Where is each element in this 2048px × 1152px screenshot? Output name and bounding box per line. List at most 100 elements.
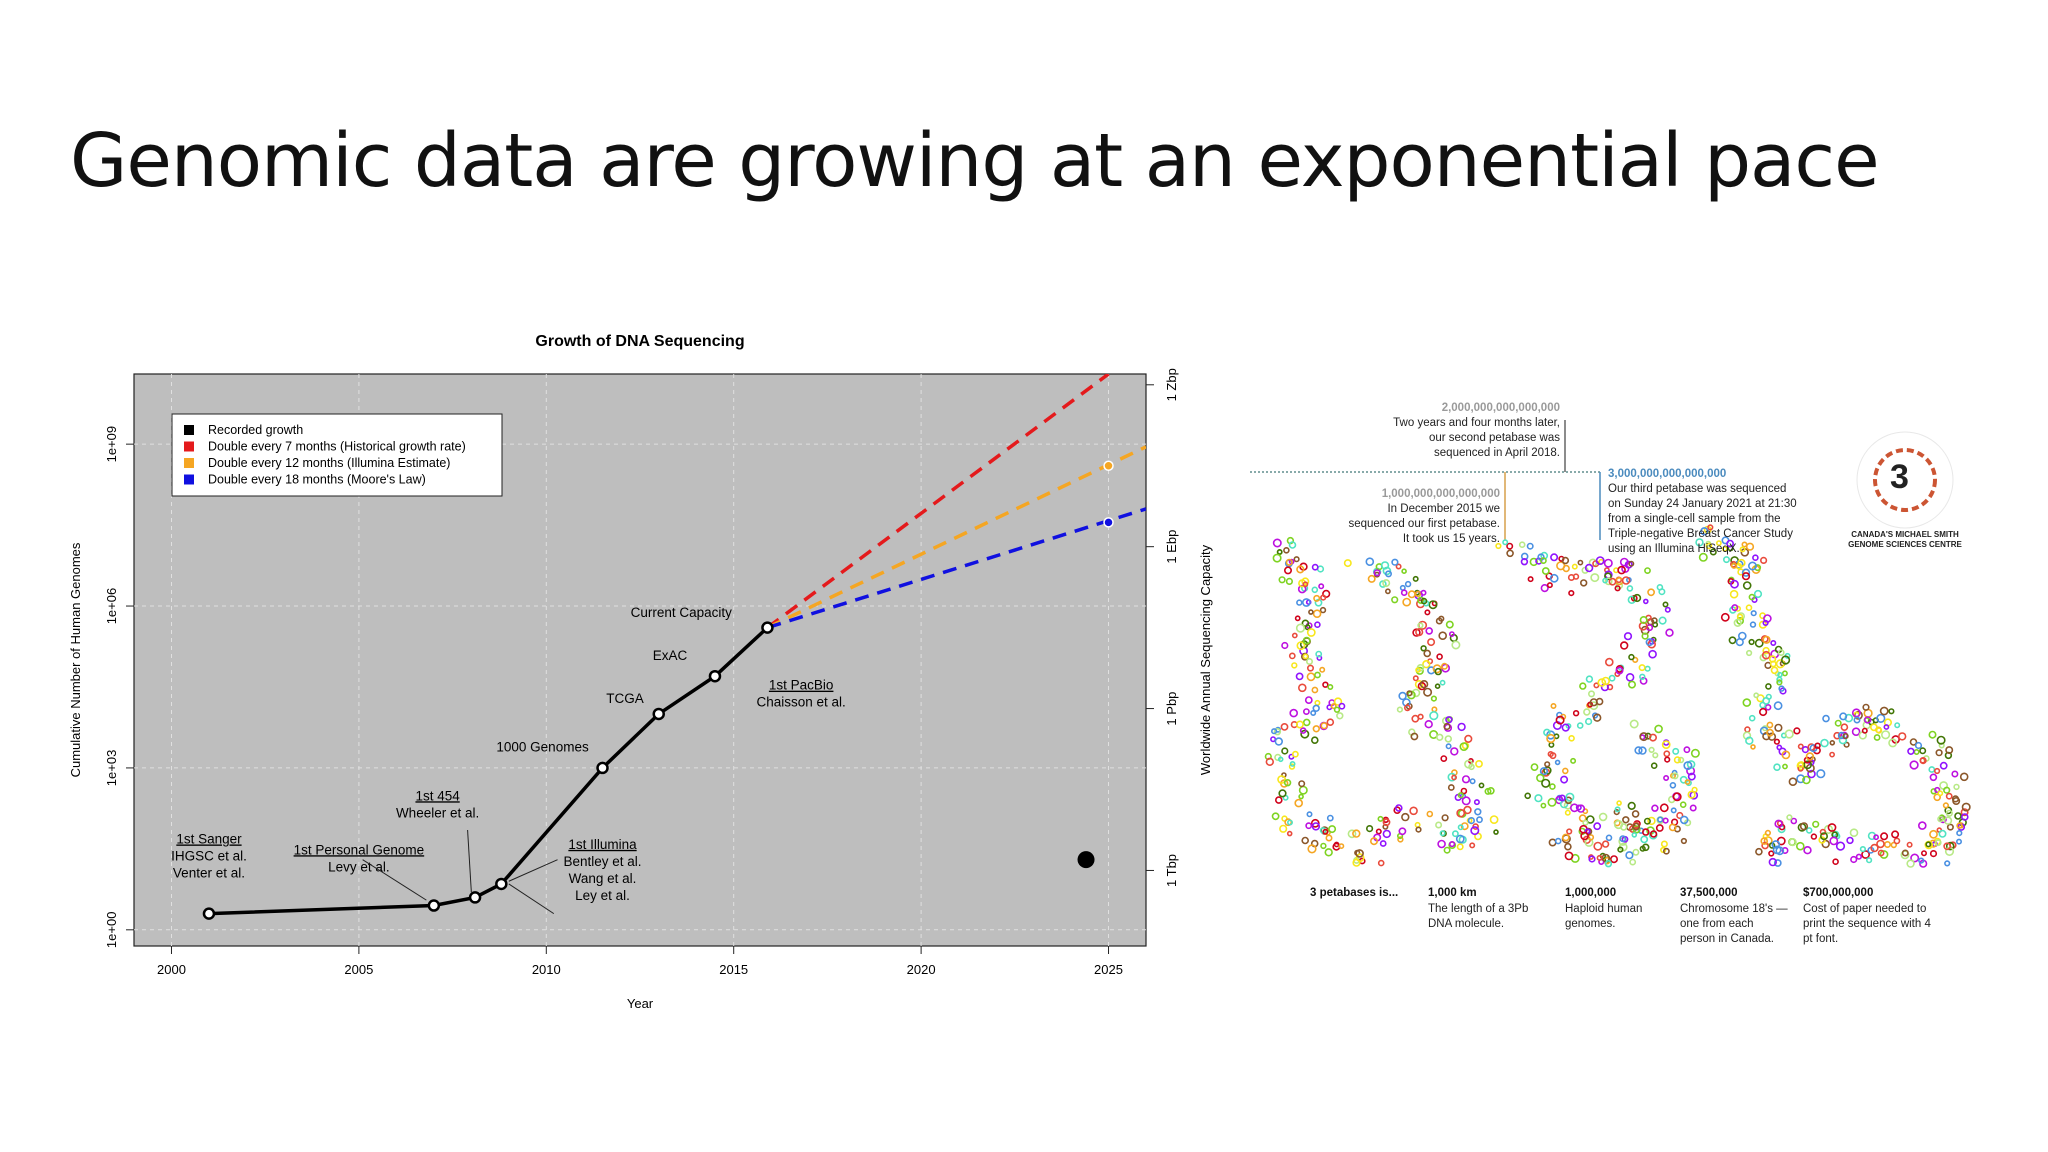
dna-dot (1299, 727, 1307, 734)
dna-dot (1281, 747, 1289, 755)
dna-dot (1626, 585, 1634, 592)
dna-dot (1672, 747, 1680, 755)
dna-dot (1469, 842, 1476, 849)
dna-dot (1598, 812, 1608, 822)
dna-dot (1649, 830, 1658, 838)
dna-dot (1400, 589, 1408, 596)
dna-dot (1774, 819, 1783, 828)
y-tick-label: 1e+09 (104, 426, 119, 463)
dna-dot (1797, 743, 1804, 750)
legend-swatch (184, 474, 194, 485)
dna-dot (1961, 802, 1971, 812)
dna-dot (1663, 774, 1670, 781)
dna-dot (1628, 653, 1635, 661)
dna-growth-chart: Growth of DNA Sequencing 2000 2005 2010 2015… (68, 333, 1213, 1011)
dna-dot (1664, 606, 1671, 613)
dna-dot (1761, 841, 1769, 850)
dna-dot (1382, 579, 1391, 588)
dna-dot (1663, 750, 1671, 758)
dna-dot (1655, 824, 1664, 832)
dna-dot (1447, 784, 1455, 791)
dna-dot (1832, 858, 1839, 866)
dna-dot (1870, 723, 1878, 732)
dna-dot (1395, 563, 1402, 570)
dna-dot (1780, 655, 1791, 665)
dna-dot (1913, 748, 1920, 755)
dna-dot (1876, 713, 1886, 724)
dna-dot (1745, 736, 1754, 745)
dna-dot (1687, 772, 1696, 781)
slide-title: Genomic data are growing at an exponenti… (70, 118, 1880, 204)
dna-dot (1909, 760, 1919, 770)
dna-dot (1367, 574, 1376, 583)
annotation-text: Wheeler et al. (396, 805, 479, 820)
dna-dot (1644, 567, 1651, 574)
dna-dot (1951, 770, 1959, 778)
dna-dot (1604, 657, 1614, 667)
dna-dot (1767, 732, 1777, 741)
dna-dot (1402, 597, 1412, 607)
dna-dot (1596, 854, 1603, 861)
dna-dot (1652, 752, 1659, 759)
dna-dot (1741, 572, 1751, 581)
dna-dot (1737, 558, 1746, 568)
dna-dot (1721, 545, 1728, 552)
dna-dot (1764, 829, 1772, 837)
info-1pb-number: 1,000,000,000,000,000 (1381, 488, 1500, 500)
dna-dot (1534, 794, 1543, 803)
dna-dot (1755, 847, 1763, 856)
dna-dot (1495, 542, 1502, 550)
dna-dot (1627, 595, 1636, 605)
dna-dot (1529, 557, 1538, 567)
dna-dot (1302, 653, 1309, 660)
dna-dot (1906, 859, 1915, 868)
dna-dot (1730, 562, 1738, 569)
dna-dot (1735, 638, 1744, 647)
dna-dot (1741, 568, 1751, 577)
dna-dot (1417, 622, 1424, 629)
dna-dot (1580, 579, 1588, 587)
dna-dot (1570, 757, 1577, 764)
dna-dot (1294, 615, 1301, 622)
dna-dot (1296, 599, 1303, 606)
dna-dot (1819, 828, 1827, 836)
dna-dot (1676, 811, 1684, 820)
dna-dot (1879, 850, 1889, 859)
dna-dot (1677, 756, 1685, 764)
annotation-text: Ley et al. (575, 888, 630, 903)
dna-dot (1590, 573, 1600, 583)
recorded-growth-line (208, 626, 769, 916)
dna-dot (1304, 696, 1313, 704)
dna-dot (1277, 756, 1284, 763)
dna-dot (1283, 547, 1290, 554)
dna-dot (1561, 723, 1570, 732)
dna-dot (1562, 564, 1570, 573)
dna-dot (1945, 841, 1955, 851)
dna-dot (1365, 557, 1375, 566)
dna-dot (1411, 714, 1420, 723)
dna-dot (1662, 601, 1669, 608)
dna-dot (1672, 792, 1682, 802)
dna-dot (1753, 589, 1763, 599)
dna-dot (1311, 822, 1321, 831)
dna-dot (1315, 650, 1323, 658)
dna-dot (1382, 829, 1392, 839)
dna-dot (1654, 724, 1663, 734)
dna-dot (1438, 631, 1447, 640)
dna-dot (1689, 804, 1697, 812)
dna-dot (1733, 618, 1742, 627)
dna-dot (1561, 767, 1569, 775)
infographic-graphics (1250, 420, 1971, 868)
dna-dot (1396, 706, 1403, 713)
dna-dot (1296, 565, 1305, 574)
fact-body: The length of a 3Pb DNA molecule. (1428, 903, 1529, 930)
dna-dot (1292, 750, 1299, 758)
dna-dot (1651, 804, 1659, 812)
dna-dot (1291, 662, 1298, 669)
dna-dot (1891, 830, 1900, 839)
dna-dot (1310, 818, 1320, 828)
dna-dot (1327, 683, 1334, 690)
dna-dot (1293, 556, 1300, 563)
dna-dot (1524, 792, 1532, 800)
dna-dot (1554, 837, 1562, 845)
